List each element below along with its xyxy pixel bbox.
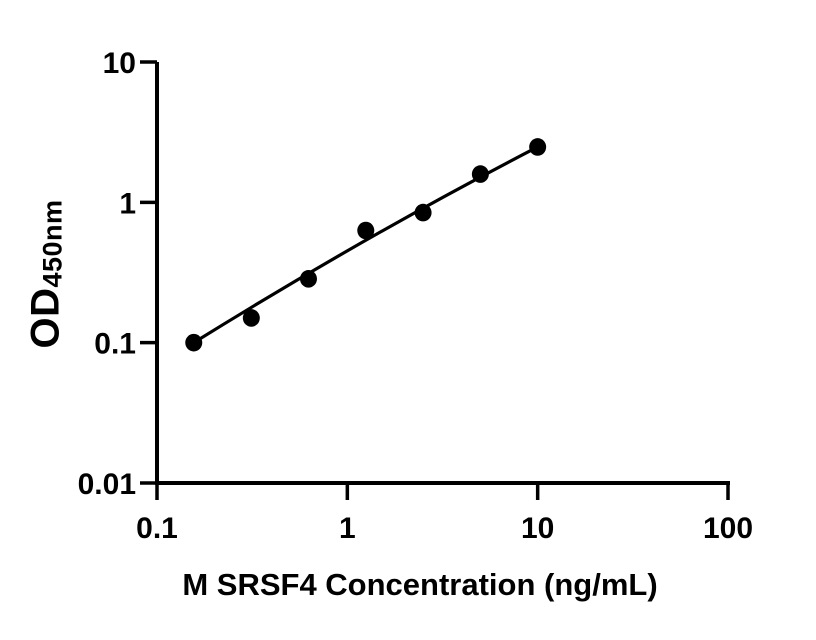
data-point	[414, 203, 432, 222]
data-point	[185, 333, 203, 352]
y-axis-title-subscript: 450nm	[37, 199, 68, 288]
y-axis-tick-label: 0.01	[78, 468, 136, 501]
data-point	[357, 221, 375, 240]
x-axis-title: M SRSF4 Concentration (ng/mL)	[182, 567, 658, 602]
y-axis-tick-label: 10	[103, 47, 136, 80]
y-axis-title: OD 450nm	[24, 199, 69, 348]
x-axis-tick-label: 100	[703, 512, 753, 545]
data-point	[299, 270, 317, 288]
data-point	[242, 309, 260, 327]
data-point	[471, 165, 489, 183]
data-point	[529, 138, 547, 156]
x-axis-tick-label: 1	[339, 512, 356, 545]
x-axis-tick-label: 0.1	[136, 512, 178, 545]
y-axis-title-main: OD	[23, 287, 68, 349]
x-axis-tick-label: 10	[521, 512, 554, 545]
y-axis-tick-label: 0.1	[94, 328, 136, 361]
trend-line	[192, 145, 539, 345]
y-axis-tick-label: 1	[119, 187, 136, 220]
